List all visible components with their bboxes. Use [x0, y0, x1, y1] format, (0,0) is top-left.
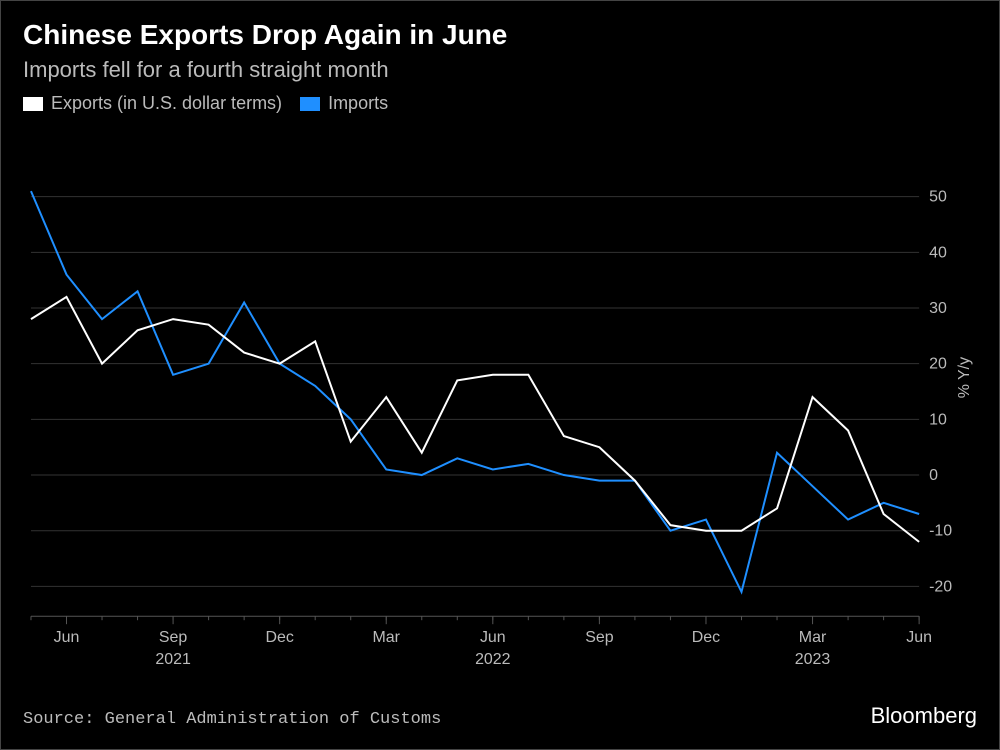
svg-text:0: 0	[929, 467, 938, 484]
svg-text:% Y/y: % Y/y	[956, 357, 973, 398]
svg-text:2021: 2021	[155, 651, 191, 668]
svg-text:Dec: Dec	[692, 629, 720, 646]
legend-item-imports: Imports	[300, 93, 388, 114]
svg-text:50: 50	[929, 189, 947, 206]
legend-swatch-imports	[300, 97, 320, 111]
chart-subtitle: Imports fell for a fourth straight month	[1, 55, 999, 93]
svg-text:Sep: Sep	[585, 629, 614, 646]
svg-text:Jun: Jun	[480, 629, 506, 646]
svg-text:10: 10	[929, 411, 947, 428]
svg-text:-20: -20	[929, 578, 952, 595]
svg-text:-10: -10	[929, 523, 952, 540]
chart-svg: -20 -10 0 10 20 30 40 50 % Y/y Jun Sep Dec Mar Jun Sep…	[21, 131, 979, 674]
legend-item-exports: Exports (in U.S. dollar terms)	[23, 93, 282, 114]
chart-container: Chinese Exports Drop Again in June Impor…	[0, 0, 1000, 750]
svg-text:Jun: Jun	[906, 629, 932, 646]
chart-plot-area: -20 -10 0 10 20 30 40 50 % Y/y Jun Sep Dec Mar Jun Sep…	[21, 131, 979, 674]
svg-text:Sep: Sep	[159, 629, 188, 646]
source-text: Source: General Administration of Custom…	[23, 710, 441, 729]
svg-text:30: 30	[929, 300, 947, 317]
legend: Exports (in U.S. dollar terms) Imports	[1, 93, 999, 122]
legend-label-exports: Exports (in U.S. dollar terms)	[51, 93, 282, 114]
svg-text:Jun: Jun	[54, 629, 80, 646]
svg-text:Mar: Mar	[799, 629, 827, 646]
svg-text:2023: 2023	[795, 651, 831, 668]
svg-text:40: 40	[929, 244, 947, 261]
brand-label: Bloomberg	[871, 703, 977, 729]
svg-text:2022: 2022	[475, 651, 511, 668]
chart-title: Chinese Exports Drop Again in June	[1, 1, 999, 55]
svg-text:Mar: Mar	[373, 629, 401, 646]
svg-text:20: 20	[929, 356, 947, 373]
svg-text:Dec: Dec	[265, 629, 293, 646]
legend-swatch-exports	[23, 97, 43, 111]
legend-label-imports: Imports	[328, 93, 388, 114]
